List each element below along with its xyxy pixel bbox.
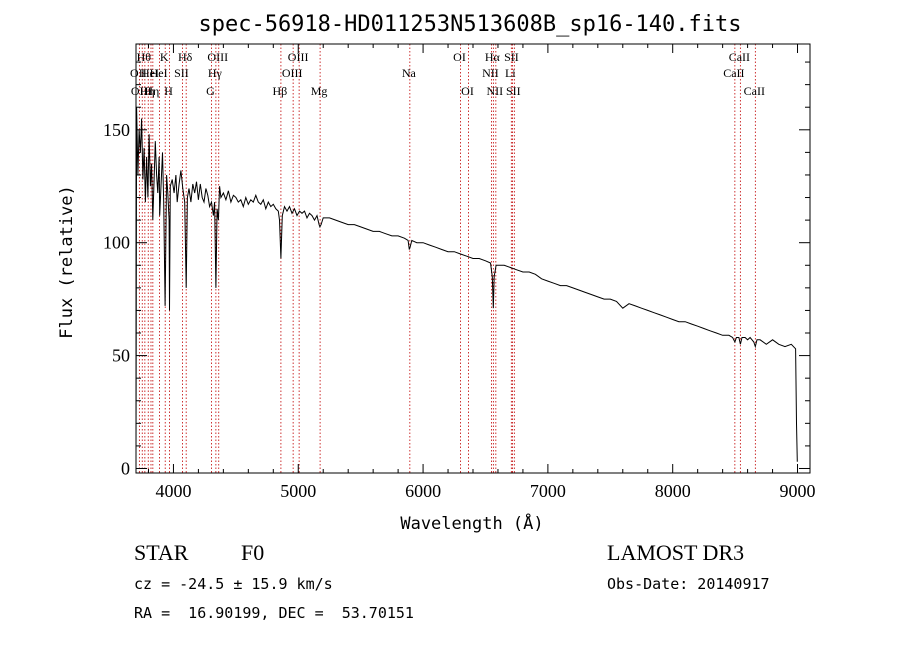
y-tick-label-3: 150 bbox=[103, 120, 130, 140]
line-marker-label-23: NII bbox=[487, 84, 504, 98]
x-tick-label-0: 4000 bbox=[155, 481, 191, 501]
line-marker-label-12: Hγ bbox=[208, 66, 223, 80]
x-tick-label-3: 7000 bbox=[530, 481, 566, 501]
velocity-readout: cz = -24.5 ± 15.9 km/s bbox=[134, 575, 333, 593]
line-marker-label-7: K bbox=[160, 50, 169, 64]
line-marker-label-29: CaII bbox=[744, 84, 765, 98]
line-marker-label-26: SII bbox=[506, 84, 521, 98]
coordinates-readout: RA = 16.90199, DEC = 53.70151 bbox=[134, 604, 414, 622]
axis-ticks bbox=[136, 44, 810, 473]
line-marker-label-13: OIII bbox=[207, 50, 228, 64]
spectral-subclass: F0 bbox=[241, 540, 265, 565]
line-marker-label-21: NII bbox=[482, 66, 499, 80]
line-marker-label-2: Hθ bbox=[137, 50, 152, 64]
line-marker-label-6: HeI bbox=[150, 66, 168, 80]
line-marker-labels: OIIOIIIHθHηHeIHηHeIKHSIIHδGHγOIIIHβOIIIO… bbox=[130, 50, 765, 98]
chart-title: spec-56918-HD011253N513608B_sp16-140.fit… bbox=[198, 12, 741, 37]
line-marker-label-25: SII bbox=[504, 50, 519, 64]
y-tick-label-1: 50 bbox=[112, 346, 130, 366]
line-marker-label-8: H bbox=[164, 84, 173, 98]
line-marker-label-16: OIII bbox=[288, 50, 309, 64]
y-axis-label: Flux (relative) bbox=[57, 185, 77, 339]
observation-date: Obs-Date: 20140917 bbox=[607, 575, 770, 593]
line-marker-label-18: Na bbox=[402, 66, 417, 80]
y-tick-label-0: 0 bbox=[121, 458, 130, 478]
line-marker-label-27: CaII bbox=[723, 66, 744, 80]
line-marker-label-4: HeI bbox=[141, 66, 159, 80]
x-axis-label: Wavelength (Å) bbox=[400, 512, 543, 534]
line-marker-label-9: SII bbox=[174, 66, 189, 80]
object-class: STAR bbox=[134, 540, 189, 565]
x-tick-label-1: 5000 bbox=[280, 481, 316, 501]
line-marker-label-15: OIII bbox=[282, 66, 303, 80]
line-marker-label-5: Hη bbox=[144, 84, 159, 98]
line-marker-label-19: OI bbox=[453, 50, 466, 64]
axis-tick-labels: 4000 5000 6000 7000 8000 9000 0 50 100 150 bbox=[103, 120, 816, 501]
line-marker-label-14: Hβ bbox=[273, 84, 288, 98]
line-marker-label-17: Mg bbox=[311, 84, 328, 98]
y-tick-label-2: 100 bbox=[103, 233, 130, 253]
line-markers bbox=[138, 44, 756, 473]
flux-series-line bbox=[135, 107, 798, 462]
x-tick-label-4: 8000 bbox=[655, 481, 691, 501]
line-marker-label-20: OI bbox=[461, 84, 474, 98]
line-marker-label-3: Hη bbox=[140, 84, 155, 98]
survey-name: LAMOST DR3 bbox=[607, 540, 745, 565]
line-marker-label-11: G bbox=[206, 84, 215, 98]
x-tick-label-5: 9000 bbox=[780, 481, 816, 501]
line-marker-label-0: OII bbox=[130, 66, 147, 80]
x-tick-label-2: 6000 bbox=[405, 481, 441, 501]
line-marker-label-22: Hα bbox=[485, 50, 501, 64]
line-marker-label-24: Li bbox=[505, 66, 516, 80]
line-marker-label-28: CaII bbox=[729, 50, 750, 64]
line-marker-label-10: Hδ bbox=[178, 50, 193, 64]
